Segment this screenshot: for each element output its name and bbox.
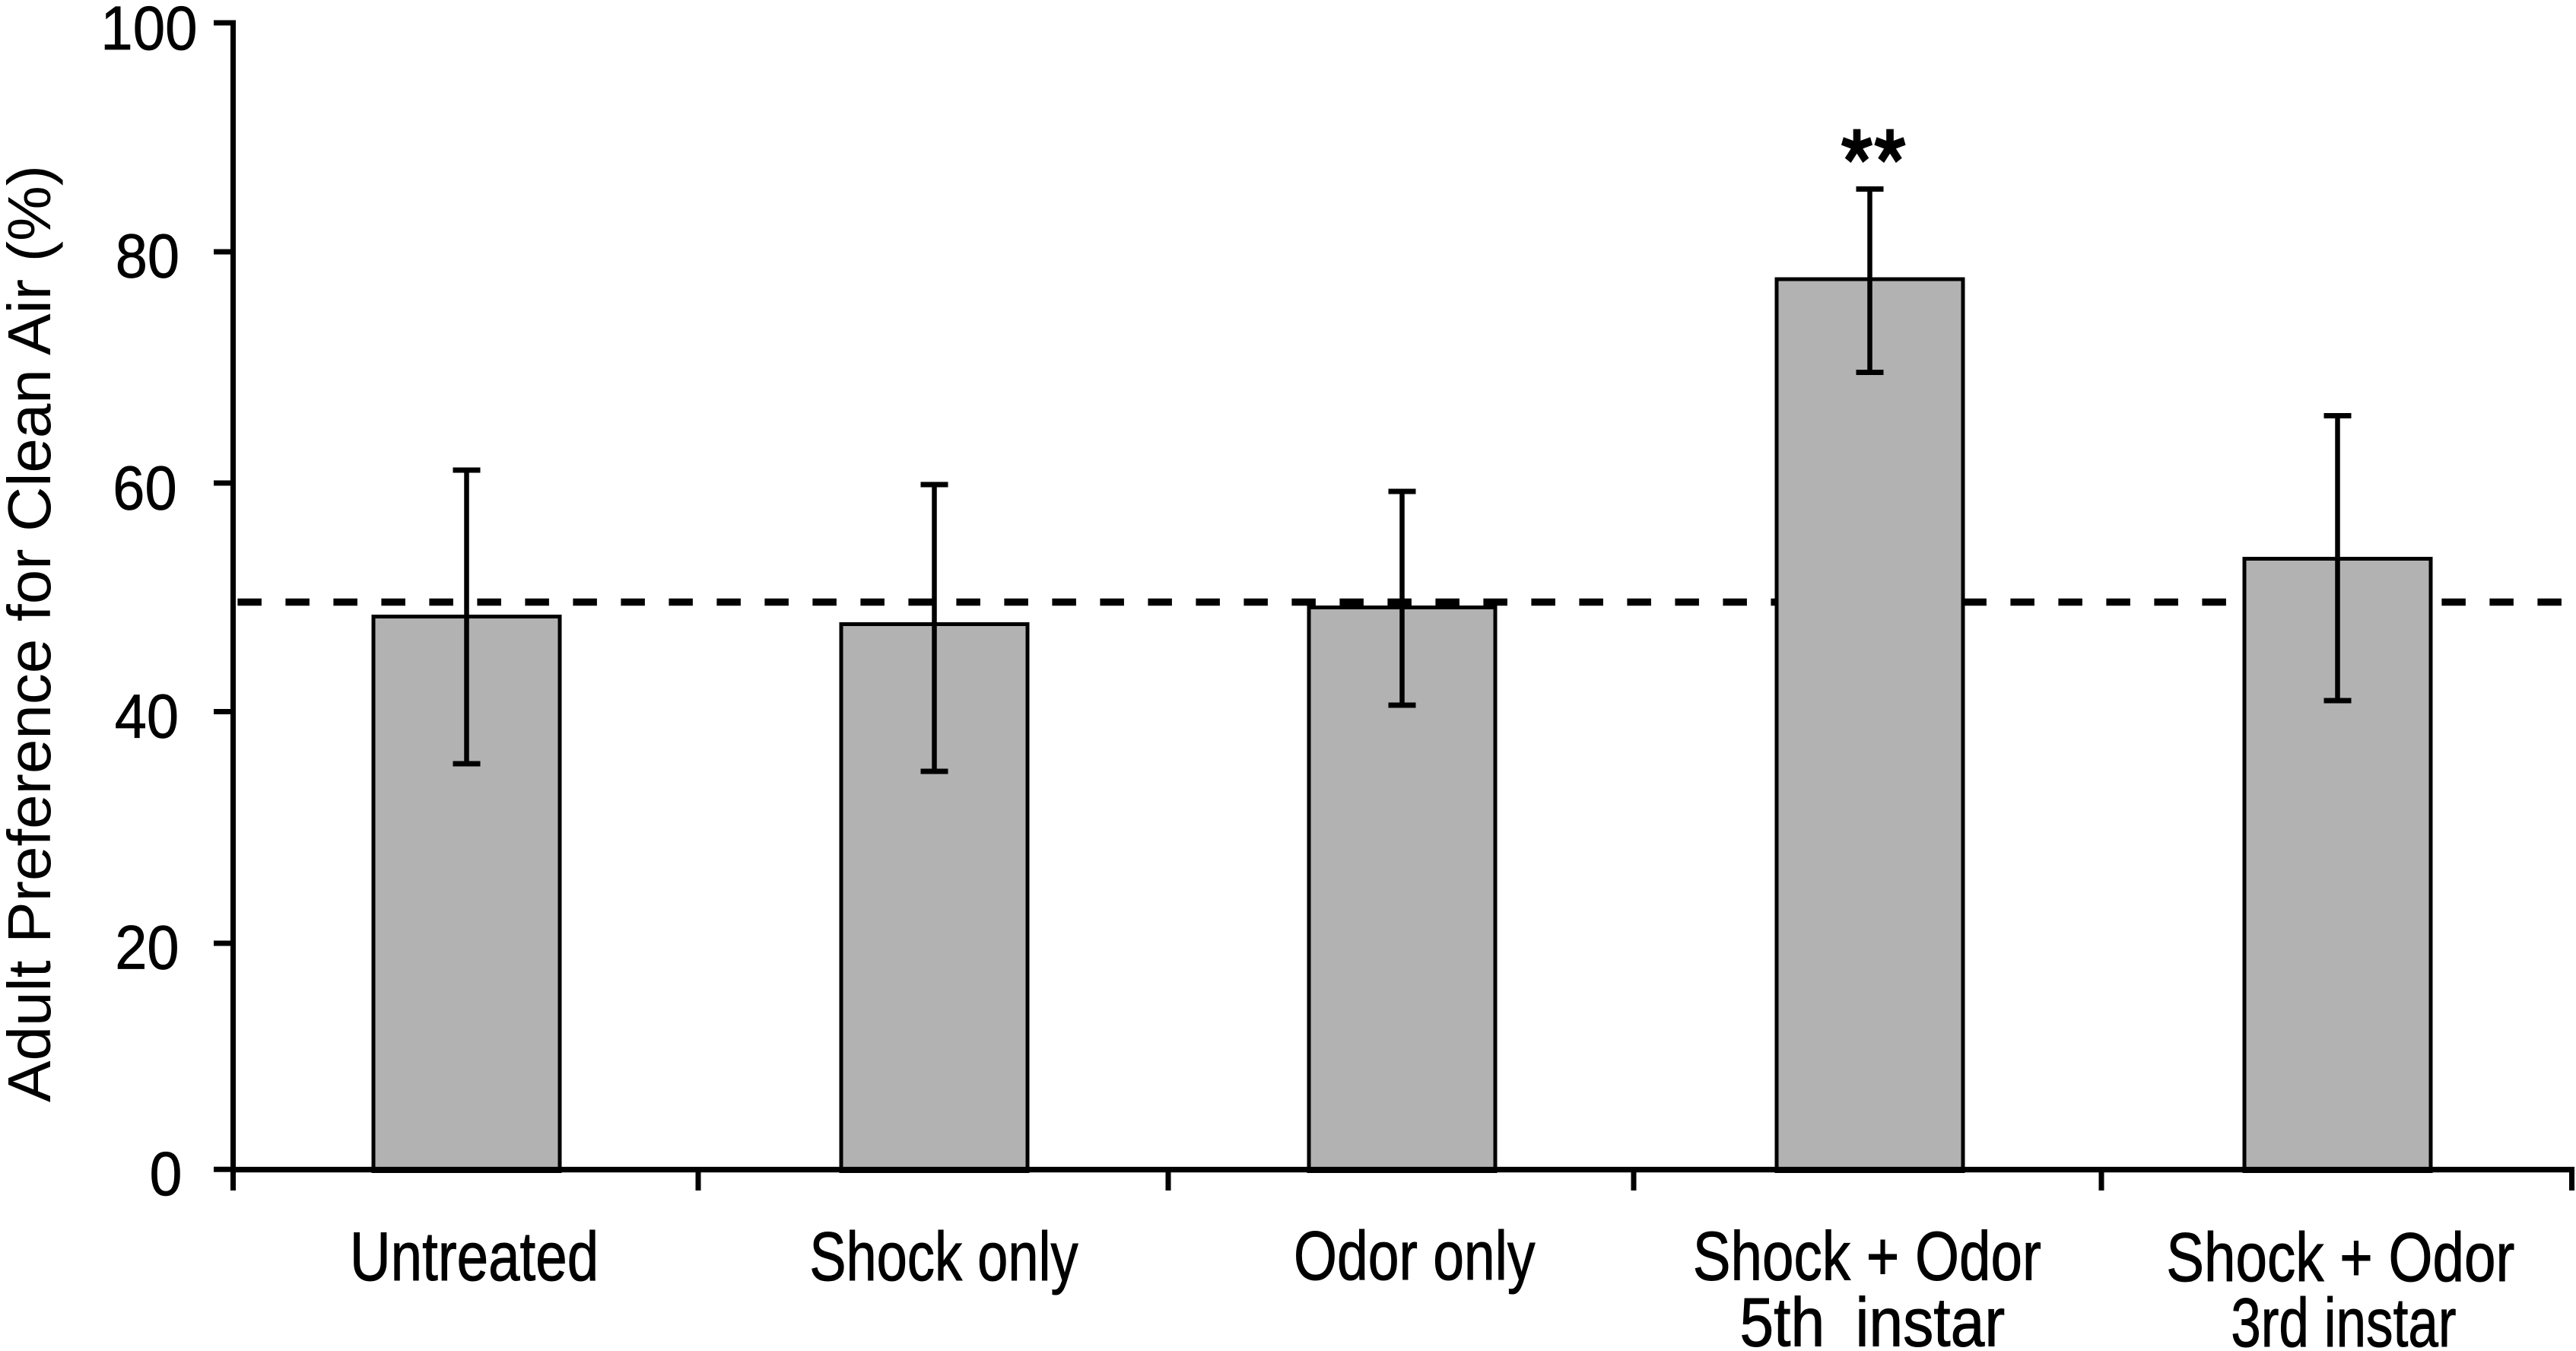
svg-text:Adult Preference for Clean Air: Adult Preference for Clean Air (%) <box>0 165 63 1102</box>
svg-text:Shock + Odor: Shock + Odor <box>2166 1219 2514 1296</box>
svg-text:Shock + Odor: Shock + Odor <box>1693 1219 2041 1295</box>
svg-text:100: 100 <box>100 0 197 63</box>
svg-text:40: 40 <box>115 682 179 752</box>
svg-text:Shock only: Shock only <box>809 1219 1078 1295</box>
svg-text:Odor only: Odor only <box>1294 1218 1536 1295</box>
svg-text:5th instar: 5th instar <box>1739 1285 2005 1351</box>
svg-text:60: 60 <box>113 454 176 523</box>
svg-text:80: 80 <box>116 222 179 291</box>
svg-text:3rd instar: 3rd instar <box>2231 1285 2456 1351</box>
svg-text:Untreated: Untreated <box>350 1219 599 1295</box>
svg-text:0: 0 <box>150 1140 183 1209</box>
svg-text:20: 20 <box>115 914 179 983</box>
